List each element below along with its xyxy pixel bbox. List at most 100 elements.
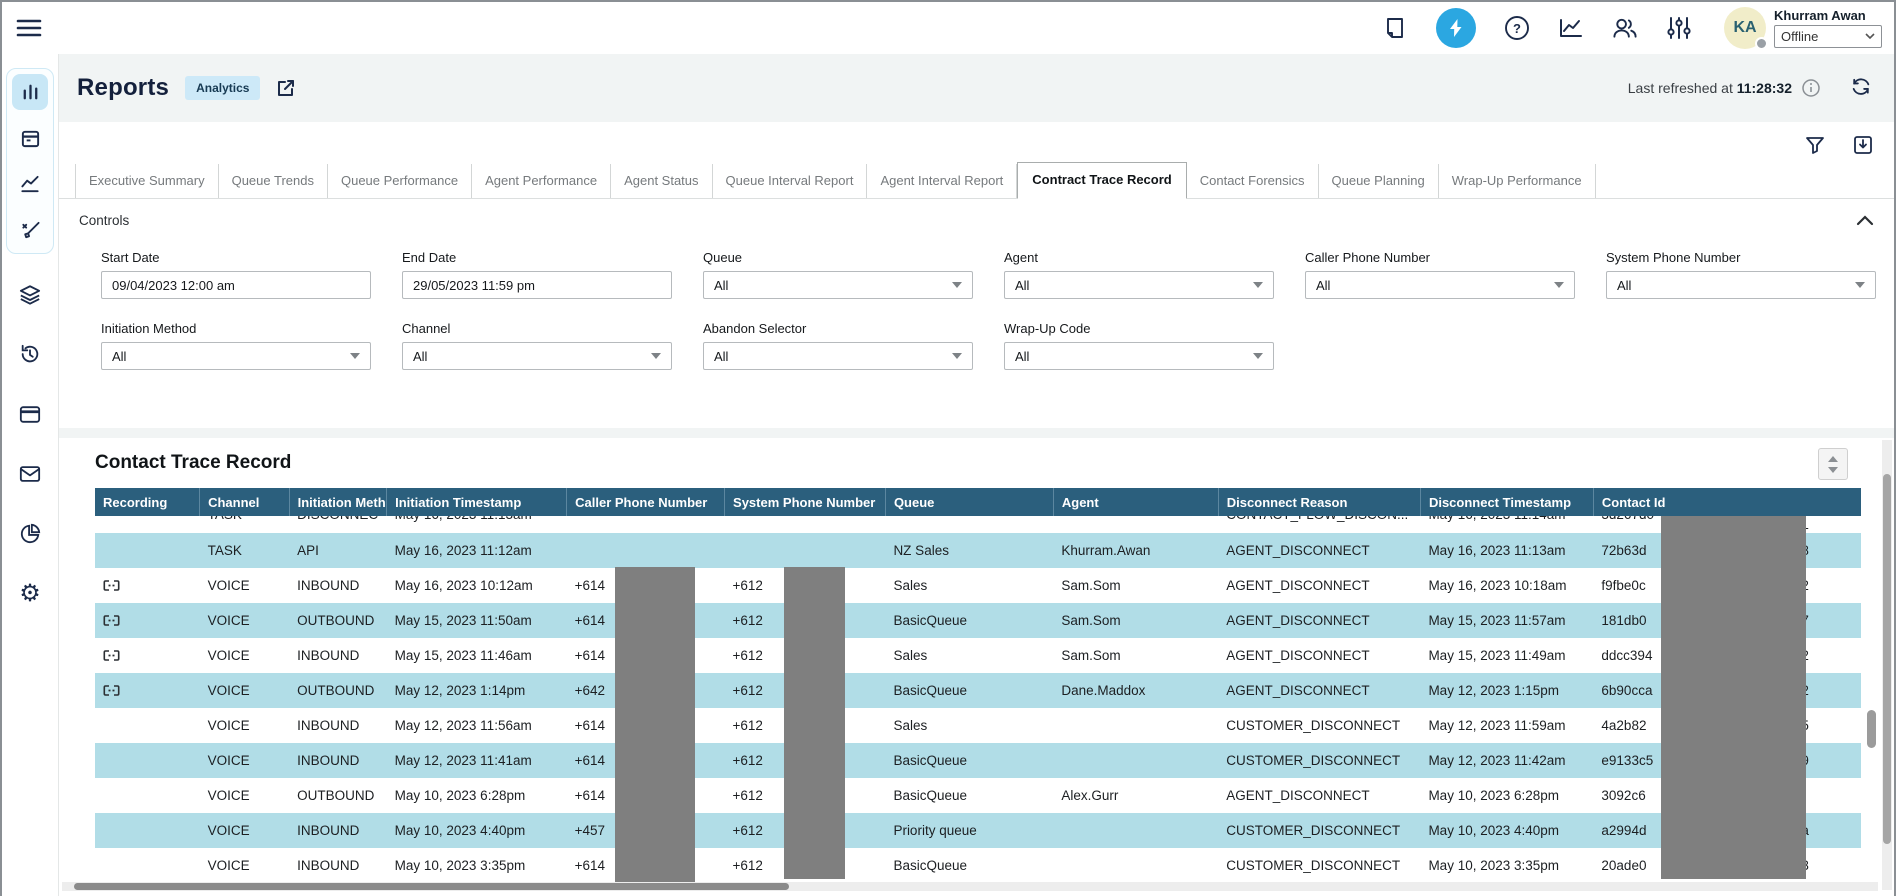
recording-icon[interactable]: [103, 614, 120, 627]
collapse-controls-icon[interactable]: [1856, 215, 1874, 226]
field-start-date: Start Date09/04/2023 12:00 am: [101, 250, 371, 299]
download-icon[interactable]: [1852, 134, 1874, 156]
cell-disconnect-timestamp: May 15, 2023 11:57am: [1420, 603, 1593, 638]
end-date-input[interactable]: 29/05/2023 11:59 pm: [402, 271, 672, 299]
agent-select[interactable]: All: [1004, 271, 1274, 299]
tab-contract-trace-record[interactable]: Contract Trace Record: [1017, 162, 1186, 199]
help-icon[interactable]: ?: [1504, 15, 1530, 41]
table-row[interactable]: VOICEINBOUNDMay 15, 2023 11:46am+614+612…: [95, 638, 1861, 673]
sidebar-item-dashboards[interactable]: [12, 516, 48, 552]
tab-agent-interval-report[interactable]: Agent Interval Report: [867, 164, 1017, 198]
sidebar-item-settings[interactable]: ⚙: [12, 576, 48, 612]
channel-select[interactable]: All: [402, 342, 672, 370]
table-row[interactable]: VOICEINBOUNDMay 12, 2023 11:56am+614+612…: [95, 708, 1861, 743]
tab-queue-trends[interactable]: Queue Trends: [219, 164, 328, 198]
col-header-system-phone-number[interactable]: System Phone Number: [725, 488, 886, 516]
abandon-selector-select[interactable]: All: [703, 342, 973, 370]
cell-agent: Sam.Som: [1053, 603, 1218, 638]
tab-agent-performance[interactable]: Agent Performance: [472, 164, 611, 198]
table-row[interactable]: TASKAPIMay 16, 2023 11:12amNZ SalesKhurr…: [95, 533, 1861, 568]
sidebar-item-trends[interactable]: [12, 166, 48, 202]
vertical-scrollbar[interactable]: [1882, 440, 1892, 890]
horizontal-scrollbar[interactable]: [62, 882, 1878, 891]
recording-icon[interactable]: [103, 579, 120, 592]
layers-icon: [19, 284, 41, 305]
table-row[interactable]: VOICEINBOUNDMay 10, 2023 3:35pm+614+612B…: [95, 848, 1861, 883]
table-row[interactable]: VOICEOUTBOUNDMay 10, 2023 6:28pm+614+612…: [95, 778, 1861, 813]
vertical-scrollbar-thumb[interactable]: [1883, 474, 1891, 844]
table-row[interactable]: VOICEOUTBOUNDMay 15, 2023 11:50am+614+61…: [95, 603, 1861, 638]
field-abandon-selector: Abandon SelectorAll: [703, 321, 973, 370]
tab-executive-summary[interactable]: Executive Summary: [75, 164, 219, 198]
table-row[interactable]: VOICEINBOUNDMay 16, 2023 10:12am+614+612…: [95, 568, 1861, 603]
cell-caller-phone: [567, 533, 725, 568]
spinner-up-icon[interactable]: [1828, 456, 1838, 462]
sidebar-item-workspace[interactable]: [12, 396, 48, 432]
table-row[interactable]: VOICEINBOUNDMay 10, 2023 4:40pm+457+612P…: [95, 813, 1861, 848]
users-icon[interactable]: [1612, 15, 1638, 41]
agent-status-select[interactable]: Offline: [1774, 25, 1882, 48]
sidebar-item-mail[interactable]: [12, 456, 48, 492]
sidebar-item-reports[interactable]: [12, 74, 48, 110]
select-caret-icon: [1253, 353, 1263, 359]
table-scrollbar-thumb[interactable]: [1867, 710, 1876, 748]
tab-queue-planning[interactable]: Queue Planning: [1319, 164, 1439, 198]
hamburger-menu-icon[interactable]: [16, 17, 42, 39]
sidebar-item-history[interactable]: [12, 336, 48, 372]
info-icon[interactable]: [1802, 79, 1820, 97]
recording-icon[interactable]: [103, 684, 120, 697]
cell-disconnect-timestamp: May 16, 2023 10:18am: [1420, 568, 1593, 603]
tab-queue-interval-report[interactable]: Queue Interval Report: [713, 164, 868, 198]
quick-actions-button[interactable]: [1436, 8, 1476, 48]
avatar[interactable]: KA: [1724, 7, 1766, 49]
col-header-channel[interactable]: Channel: [200, 488, 290, 516]
col-header-contact-id[interactable]: Contact Id: [1593, 488, 1861, 516]
horizontal-scrollbar-thumb[interactable]: [74, 883, 789, 890]
system-phone-number-select[interactable]: All: [1606, 271, 1876, 299]
wrap-up-code-select[interactable]: All: [1004, 342, 1274, 370]
field-end-date: End Date29/05/2023 11:59 pm: [402, 250, 672, 299]
table-row[interactable]: VOICEOUTBOUNDMay 12, 2023 1:14pm+642+612…: [95, 673, 1861, 708]
notes-icon[interactable]: [1382, 15, 1408, 41]
sliders-icon[interactable]: [1666, 15, 1692, 41]
queue-select[interactable]: All: [703, 271, 973, 299]
col-header-initiation-timestamp[interactable]: Initiation Timestamp: [387, 488, 567, 516]
metrics-icon[interactable]: [1558, 15, 1584, 41]
initiation-method-select[interactable]: All: [101, 342, 371, 370]
pie-chart-icon: [19, 523, 41, 545]
table-row[interactable]: VOICEINBOUNDMay 12, 2023 11:41am+614+612…: [95, 743, 1861, 778]
cell-initiation-method: DISCONNECT: [289, 516, 387, 533]
col-header-initiation-method[interactable]: Initiation Method: [289, 488, 387, 516]
sidebar-item-customize[interactable]: [12, 212, 48, 248]
cell-queue: BasicQueue: [885, 743, 1053, 778]
col-header-caller-phone-number[interactable]: Caller Phone Number: [567, 488, 725, 516]
sidebar-item-layers[interactable]: [12, 276, 48, 312]
open-in-new-icon[interactable]: [276, 78, 296, 98]
col-header-disconnect-reason[interactable]: Disconnect Reason: [1218, 488, 1420, 516]
col-header-disconnect-timestamp[interactable]: Disconnect Timestamp: [1420, 488, 1593, 516]
refresh-icon[interactable]: [1850, 77, 1872, 99]
cell-initiation-timestamp: May 16, 2023 11:12am: [387, 533, 567, 568]
channel-value: All: [413, 349, 651, 364]
filter-icon[interactable]: [1804, 134, 1826, 156]
cell-initiation-method: API: [289, 533, 387, 568]
controls-row-1: Start Date09/04/2023 12:00 am End Date29/…: [59, 250, 1894, 299]
tab-queue-performance[interactable]: Queue Performance: [328, 164, 472, 198]
user-name: Khurram Awan: [1774, 8, 1882, 23]
table-row[interactable]: TASKDISCONNECTMay 16, 2023 11:13amCONTAC…: [95, 516, 1861, 533]
cell-disconnect-timestamp: May 10, 2023 6:28pm: [1420, 778, 1593, 813]
gear-icon: ⚙: [19, 582, 41, 606]
sidebar-item-schedule[interactable]: [12, 120, 48, 156]
col-header-recording[interactable]: Recording: [95, 488, 200, 516]
col-header-queue[interactable]: Queue: [885, 488, 1053, 516]
recording-icon[interactable]: [103, 649, 120, 662]
start-date-input[interactable]: 09/04/2023 12:00 am: [101, 271, 371, 299]
cell-initiation-method: OUTBOUND: [289, 778, 387, 813]
spinner-down-icon[interactable]: [1828, 467, 1838, 473]
tab-agent-status[interactable]: Agent Status: [611, 164, 712, 198]
caller-phone-number-select[interactable]: All: [1305, 271, 1575, 299]
tab-contact-forensics[interactable]: Contact Forensics: [1187, 164, 1319, 198]
tab-wrap-up-performance[interactable]: Wrap-Up Performance: [1439, 164, 1596, 198]
row-count-spinner[interactable]: [1818, 448, 1848, 480]
col-header-agent[interactable]: Agent: [1053, 488, 1218, 516]
